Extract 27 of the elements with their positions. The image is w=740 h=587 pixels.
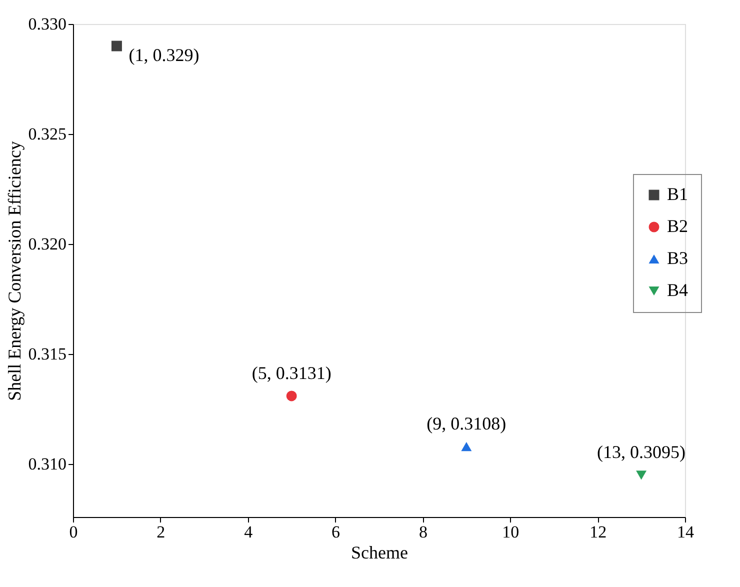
legend-label: B4 bbox=[667, 280, 688, 300]
y-tick-label: 0.325 bbox=[28, 124, 66, 144]
x-tick-label: 12 bbox=[590, 522, 607, 542]
point bbox=[111, 40, 122, 52]
y-tick-label: 0.320 bbox=[28, 234, 66, 254]
x-tick-label: 0 bbox=[69, 522, 78, 542]
x-tick-label: 14 bbox=[677, 522, 694, 542]
point bbox=[636, 470, 647, 480]
legend-label: B2 bbox=[667, 216, 688, 236]
legend-label: B1 bbox=[667, 184, 688, 204]
legend-label: B3 bbox=[667, 248, 688, 268]
x-tick-label: 8 bbox=[418, 522, 428, 542]
y-axis-title: Shell Energy Conversion Efficiency bbox=[4, 141, 24, 401]
annotation: (5, 0.3131) bbox=[252, 362, 332, 383]
point bbox=[286, 390, 297, 402]
y-tick-label: 0.315 bbox=[28, 344, 66, 364]
y-tick-label: 0.310 bbox=[28, 454, 66, 474]
x-axis-title: Scheme bbox=[351, 542, 408, 562]
point bbox=[461, 442, 472, 452]
x-tick-label: 10 bbox=[502, 522, 520, 542]
y-tick-label: 0.330 bbox=[28, 14, 66, 34]
x-tick-label: 6 bbox=[332, 522, 340, 542]
x-tick-label: 2 bbox=[156, 522, 166, 542]
annotation: (13, 0.3095) bbox=[597, 442, 686, 462]
x-tick-label: 4 bbox=[244, 522, 254, 542]
annotation: (9, 0.3108) bbox=[426, 414, 506, 434]
annotation: (1, 0.329) bbox=[128, 45, 200, 66]
